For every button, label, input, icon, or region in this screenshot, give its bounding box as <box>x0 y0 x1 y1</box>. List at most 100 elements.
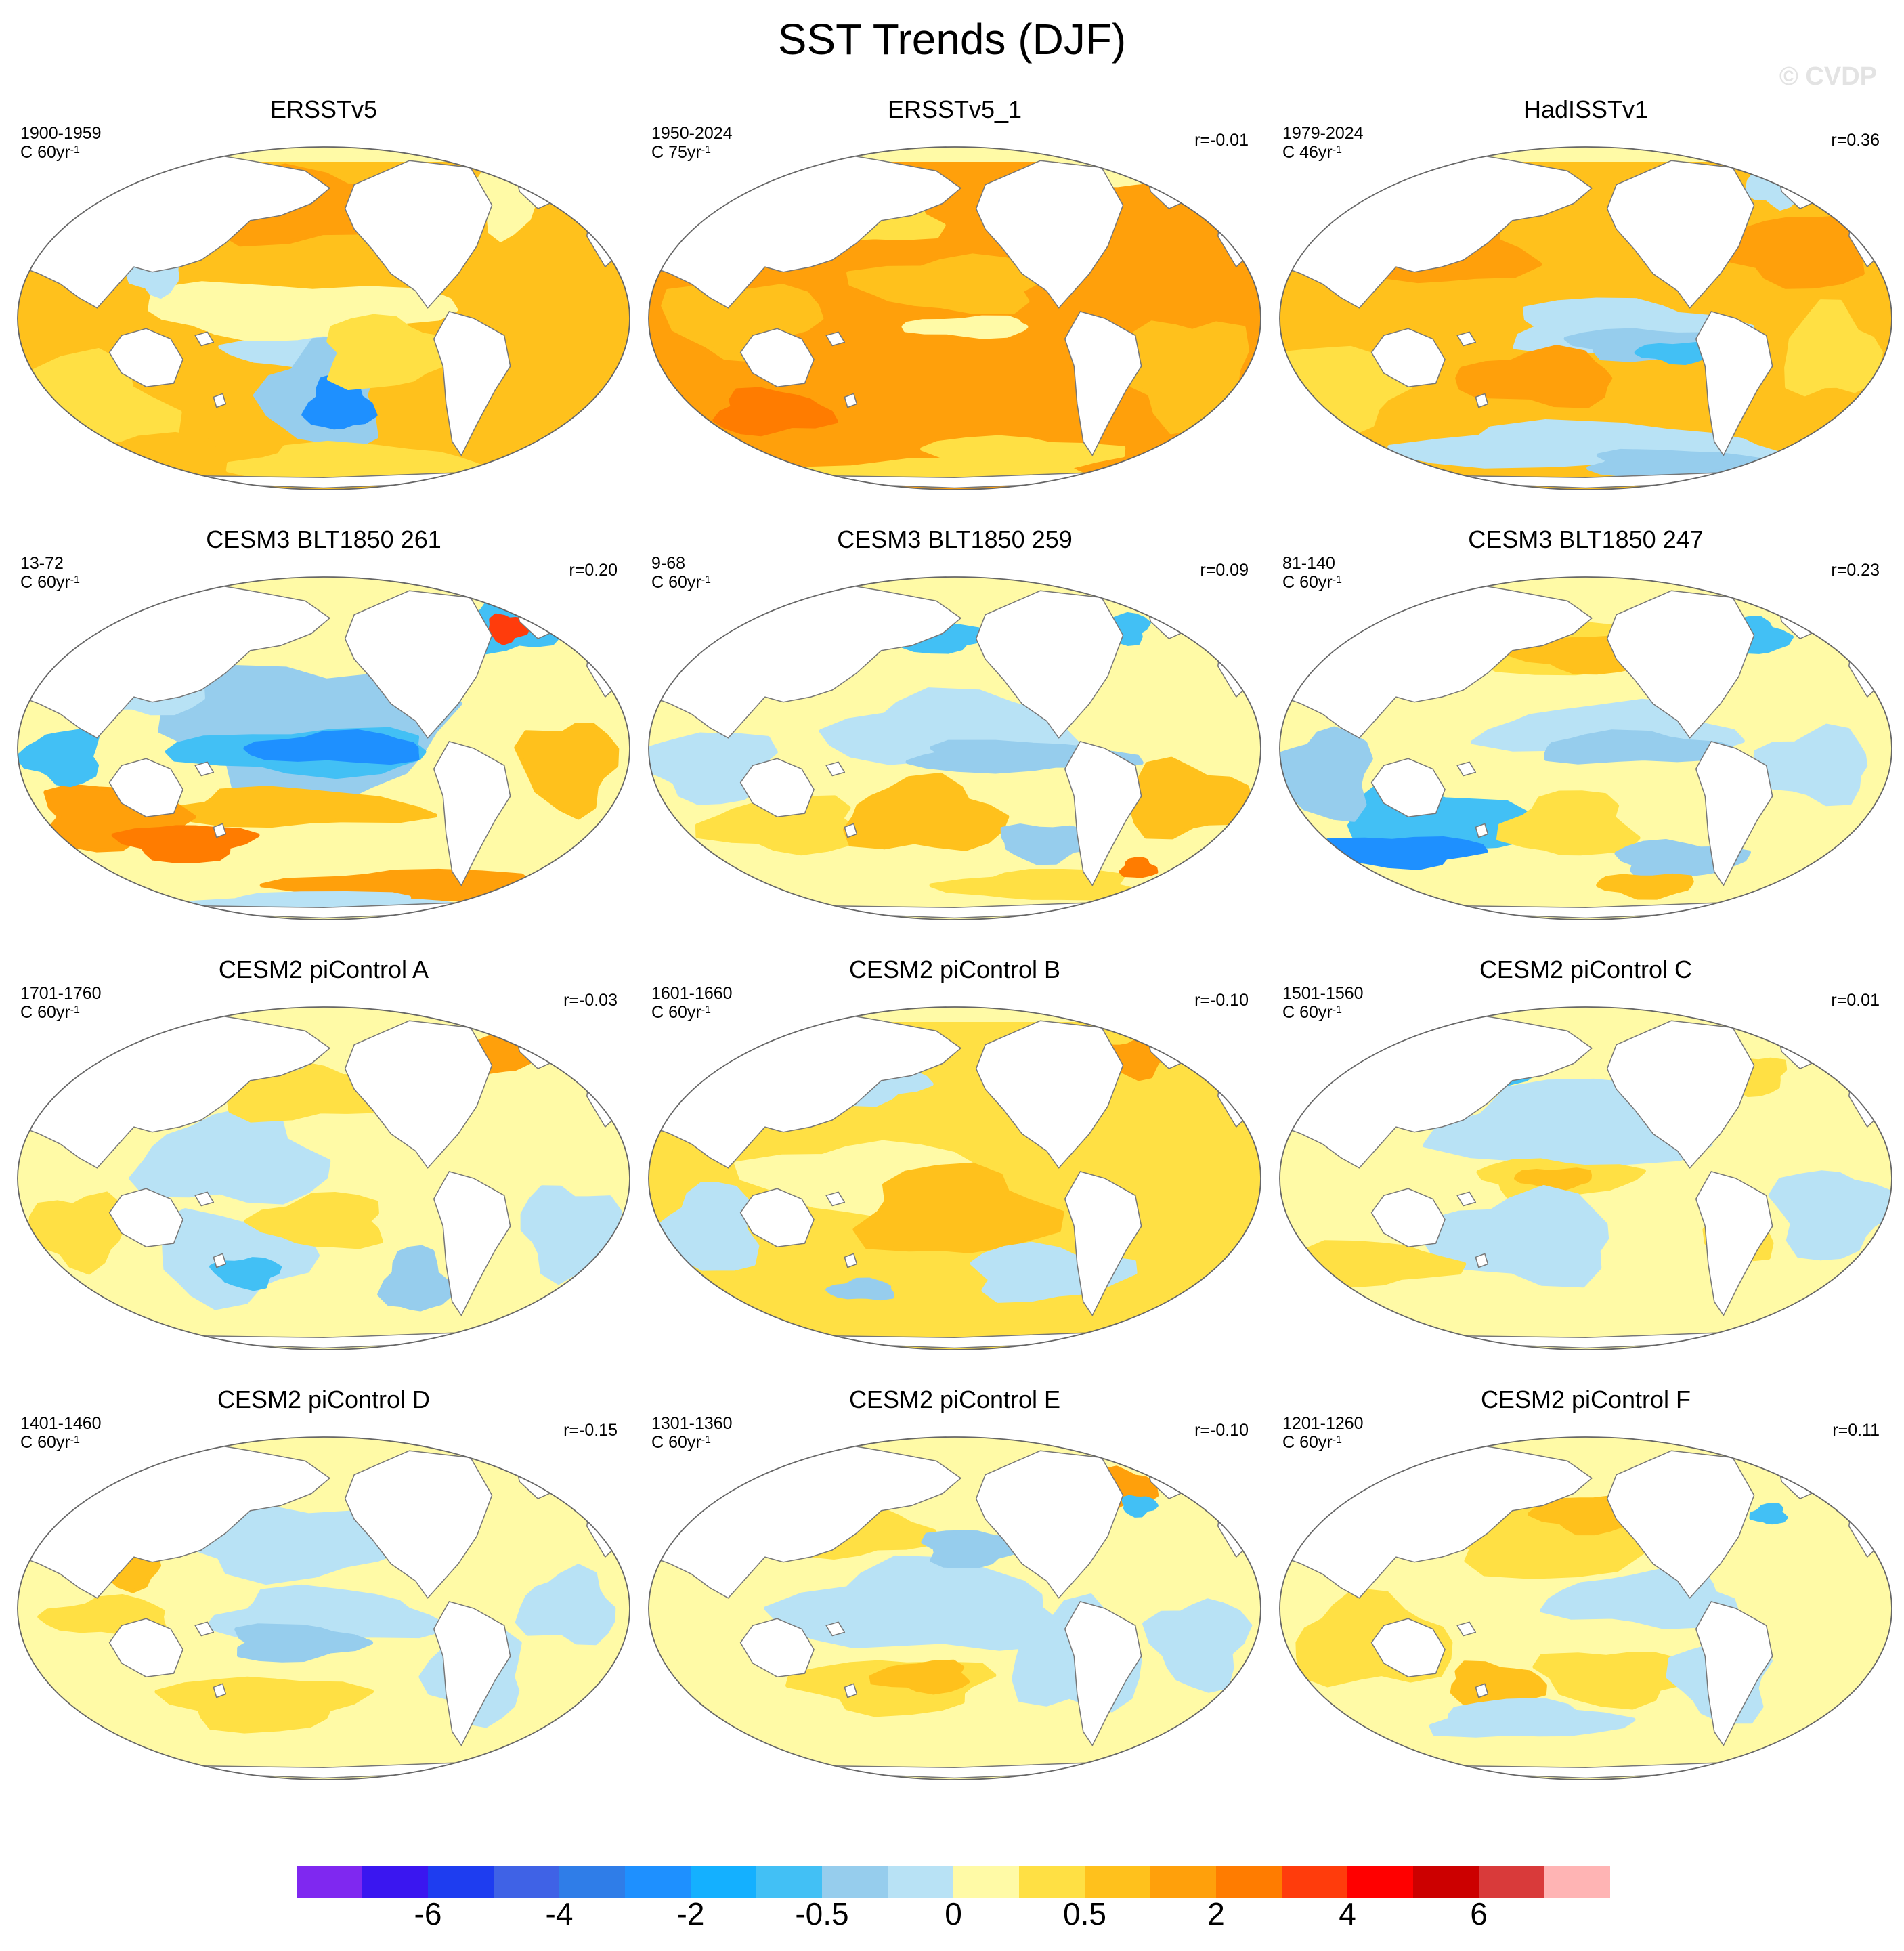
sst-trend-map <box>1279 1436 1892 1780</box>
unit-prefix: C <box>20 573 33 592</box>
panel-years: 1900-1959 <box>20 124 102 143</box>
sst-trend-map <box>17 1436 630 1780</box>
unit-prefix: C <box>1282 573 1295 592</box>
arctic-band <box>649 147 1261 162</box>
pattern-correlation: r=-0.15 <box>563 1421 618 1440</box>
unit-suffix: yr <box>687 573 701 592</box>
trend-anomaly-region <box>1000 823 1100 865</box>
pattern-correlation: r=-0.10 <box>1194 1421 1249 1440</box>
colorbar-tick-label: 6 <box>1470 1896 1488 1931</box>
land-mask <box>108 1618 183 1677</box>
land-mask <box>194 331 215 347</box>
panel-units: C 75yr-1 <box>651 142 711 163</box>
trend-anomaly-region <box>326 314 464 390</box>
panel-units: C 60yr-1 <box>20 1002 80 1023</box>
trend-anomaly-region <box>901 315 1029 339</box>
land-mask <box>344 590 493 739</box>
unit-prefix: C <box>1282 143 1295 162</box>
trend-anomaly-region <box>921 1530 1029 1568</box>
land-mask <box>1475 393 1489 408</box>
trend-anomaly-region <box>843 772 1010 851</box>
unit-suffix: yr <box>56 1003 70 1022</box>
land-mask <box>433 741 511 886</box>
sst-trend-map <box>648 1436 1261 1780</box>
map-outline <box>648 146 1261 490</box>
panel-title: CESM2 piControl E <box>848 1386 1061 1413</box>
trend-period: 60 <box>1299 1433 1318 1452</box>
arctic-band <box>18 147 630 162</box>
arctic-band <box>1280 1007 1892 1022</box>
sst-trend-map <box>1279 1006 1892 1350</box>
trend-anomaly-region <box>869 1659 970 1695</box>
land-mask <box>739 1188 815 1247</box>
panel-title: HadISSTv1 <box>1523 95 1649 123</box>
sst-trend-map <box>17 1006 630 1350</box>
pattern-correlation: r=0.11 <box>1832 1421 1880 1440</box>
panel-years: 1401-1460 <box>20 1414 102 1433</box>
unit-exponent: -1 <box>701 144 711 156</box>
panel-years: 1301-1360 <box>651 1414 733 1433</box>
panel-title: ERSSTv5 <box>269 95 378 123</box>
colorbar-tick-label: 0 <box>945 1896 962 1931</box>
map-panel: CESM2 piControl F 1201-1260 C 60yr-1 r=0.11 <box>1270 1385 1901 1818</box>
unit-prefix: C <box>20 1433 33 1452</box>
trend-anomaly-region <box>209 1257 282 1291</box>
trend-anomaly-region <box>1749 1503 1788 1525</box>
land-mask <box>1606 1450 1755 1599</box>
land-mask <box>1456 761 1477 777</box>
land-mask <box>844 1683 858 1698</box>
colorbar-tick-label: -4 <box>545 1896 574 1931</box>
land-mask <box>1064 1601 1142 1746</box>
land-mask <box>1064 311 1142 456</box>
land-mask <box>825 1191 846 1207</box>
unit-suffix: yr <box>687 143 701 162</box>
unit-exponent: -1 <box>701 574 711 586</box>
arctic-band <box>649 1007 1261 1022</box>
sst-trend-map <box>1279 576 1892 920</box>
unit-prefix: C <box>651 1003 664 1022</box>
land-mask <box>1064 1171 1142 1316</box>
arctic-band <box>1280 577 1892 592</box>
trend-anomaly-region <box>1514 1167 1592 1191</box>
panel-years: 1701-1760 <box>20 984 102 1003</box>
arctic-band <box>1280 147 1892 162</box>
land-mask <box>108 328 183 387</box>
panel-title: CESM2 piControl A <box>218 956 429 983</box>
unit-exponent: -1 <box>701 1004 711 1016</box>
unit-prefix: C <box>1282 1003 1295 1022</box>
land-mask <box>1695 741 1773 886</box>
colorbar-tick-label: 0.5 <box>1063 1896 1106 1931</box>
map-panel: CESM2 piControl A 1701-1760 C 60yr-1 r=-0.03 <box>8 955 639 1388</box>
panel-title: CESM3 BLT1850 247 <box>1468 526 1704 553</box>
panel-years: 1501-1560 <box>1282 984 1364 1003</box>
panel-units: C 46yr-1 <box>1282 142 1342 163</box>
land-mask <box>213 393 227 408</box>
unit-exponent: -1 <box>1332 1434 1342 1446</box>
trend-period: 60 <box>37 1003 56 1022</box>
map-outline <box>17 146 630 490</box>
unit-prefix: C <box>651 1433 664 1452</box>
map-outline <box>1279 1436 1892 1780</box>
trend-anomaly-region <box>1532 1652 1706 1710</box>
trend-anomaly-region <box>1496 790 1641 856</box>
pattern-correlation: r=0.01 <box>1831 991 1880 1010</box>
land-mask <box>1606 1020 1755 1169</box>
pattern-correlation: r=0.20 <box>569 561 618 580</box>
map-outline <box>17 1436 630 1780</box>
land-mask <box>1370 1618 1446 1677</box>
land-mask <box>1606 160 1755 309</box>
sst-trend-map <box>17 146 630 490</box>
map-panel: CESM2 piControl D 1401-1460 C 60yr-1 r=-0.15 <box>8 1385 639 1818</box>
sst-trend-map <box>648 576 1261 920</box>
trend-period: 60 <box>37 1433 56 1452</box>
trend-anomaly-region <box>1119 857 1159 878</box>
land-mask <box>108 1188 183 1247</box>
land-mask <box>213 1253 227 1268</box>
map-panel: CESM2 piControl C 1501-1560 C 60yr-1 r=0.01 <box>1270 955 1901 1388</box>
land-mask <box>194 761 215 777</box>
land-mask <box>1456 1191 1477 1207</box>
trend-period: 60 <box>1299 573 1318 592</box>
trend-period: 60 <box>37 143 56 162</box>
panel-title: CESM2 piControl C <box>1479 956 1693 983</box>
